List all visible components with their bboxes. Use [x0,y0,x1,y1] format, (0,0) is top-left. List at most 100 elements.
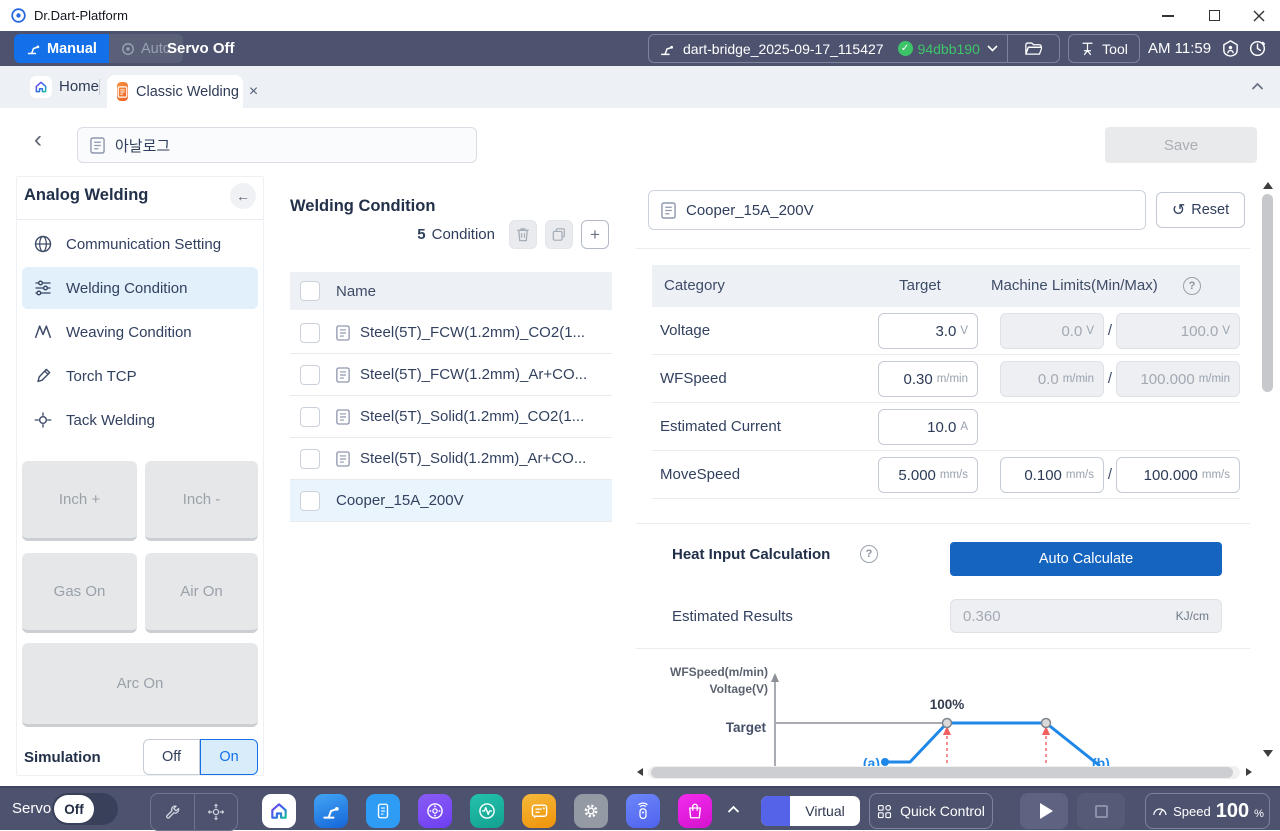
home-app-icon[interactable] [262,794,296,828]
robot-app-icon[interactable] [314,794,348,828]
close-button[interactable] [1244,0,1274,31]
arc-on-button[interactable]: Arc On [22,643,258,727]
sidebar-collapse-button[interactable]: ← [230,183,256,209]
monitoring-app-icon[interactable] [470,794,504,828]
movespeed-target-input[interactable]: 5.000 mm/s [878,457,978,493]
condition-row-selected[interactable]: Cooper_15A_200V [290,480,612,522]
wfspeed-target-input[interactable]: 0.30 m/min [878,361,978,397]
sidebar-item-torch-tcp[interactable]: Torch TCP [22,355,258,397]
remote-control-app-icon[interactable] [626,794,660,828]
collapse-tabbar-chevron-up-icon[interactable] [1251,82,1264,91]
play-button[interactable] [1020,793,1068,829]
sidebar-item-weaving-condition[interactable]: Weaving Condition [22,311,258,353]
table-row-movespeed: MoveSpeed 5.000 mm/s 0.100 mm/s / 100.000 m… [652,451,1240,499]
document-icon [336,450,350,467]
condition-name-field[interactable] [648,190,1146,230]
copy-condition-button[interactable] [545,220,573,249]
wrench-tool-button[interactable] [151,794,194,830]
movespeed-max-input[interactable]: 100.000 mm/s [1116,457,1240,493]
grid-icon [878,804,892,818]
taskbar: Servo Off Virtual [0,786,1280,831]
vertical-scrollbar-thumb[interactable] [1262,194,1273,392]
add-condition-button[interactable]: + [581,220,609,249]
condition-row[interactable]: Steel(5T)_Solid(1.2mm)_Ar+CO... [290,438,612,480]
maximize-button[interactable] [1199,0,1229,31]
tab-classic-welding[interactable]: Classic Welding × [107,75,258,108]
speed-control-button[interactable]: Speed 100 % [1145,793,1270,829]
row-checkbox[interactable] [300,322,320,343]
condition-name-input[interactable] [686,201,1145,219]
inch-minus-button[interactable]: Inch - [145,461,258,541]
tab-close-icon[interactable]: × [248,82,259,100]
sidebar-item-label: Weaving Condition [66,323,192,341]
condition-list-header: Name [290,272,612,310]
virtual-mode-toggle[interactable]: Virtual [761,796,860,826]
quick-control-button[interactable]: Quick Control [869,793,993,829]
sidebar-item-tack-welding[interactable]: Tack Welding [22,399,258,441]
project-selector[interactable]: dart-bridge_2025-09-17_115427 ✓ 94dbb190 [648,34,1060,63]
table-row-voltage: Voltage 3.0 V 0.0 V / 100.0 V [652,307,1240,355]
voltage-target-input[interactable]: 3.0 V [878,313,978,349]
dock-chevron-up-icon[interactable] [727,805,740,814]
open-folder-icon[interactable] [1025,41,1042,56]
hscroll-left-arrow[interactable] [637,768,643,776]
mode-auto-button[interactable]: Auto [108,34,183,63]
auto-calculate-button[interactable]: Auto Calculate [950,542,1222,576]
condition-row[interactable]: Steel(5T)_FCW(1.2mm)_CO2(1... [290,312,612,354]
save-button[interactable]: Save [1105,127,1257,163]
stop-button[interactable] [1077,793,1125,829]
tool-button[interactable]: Tool [1068,34,1140,63]
row-checkbox[interactable] [300,364,320,385]
move-jog-button[interactable] [195,794,238,830]
copy-icon [552,228,565,241]
heat-help-icon[interactable]: ? [860,545,878,563]
settings-app-icon[interactable] [574,794,608,828]
row-checkbox[interactable] [300,490,320,511]
program-name-input[interactable] [115,136,476,154]
minimize-button[interactable] [1153,0,1183,31]
simulation-on-button[interactable]: On [200,739,258,775]
condition-row[interactable]: Steel(5T)_Solid(1.2mm)_CO2(1... [290,396,612,438]
program-name-field[interactable] [77,127,477,163]
simulation-off-button[interactable]: Off [143,739,200,775]
movespeed-min-input[interactable]: 0.100 mm/s [1000,457,1104,493]
teach-pendant-app-icon[interactable] [366,794,400,828]
jog-pad-app-icon[interactable] [418,794,452,828]
sidebar-item-welding-condition[interactable]: Welding Condition [22,267,258,309]
limits-help-icon[interactable]: ? [1183,277,1201,295]
store-app-icon[interactable] [678,794,712,828]
row-checkbox[interactable] [300,448,320,469]
vscroll-up-arrow[interactable] [1263,182,1273,189]
category-column-header: Category [664,277,725,294]
sidebar-item-label: Torch TCP [66,367,137,385]
tab-home[interactable]: Home [59,78,100,95]
row-label: WFSpeed [660,370,727,387]
ramp-down-marker[interactable] [1040,717,1052,729]
estimated-current-input[interactable]: 10.0 A [878,409,978,445]
condition-row[interactable]: Steel(5T)_FCW(1.2mm)_Ar+CO... [290,354,612,396]
delete-condition-button[interactable] [509,220,537,249]
back-button[interactable]: ‹ [34,126,42,153]
horizontal-scrollbar-thumb[interactable] [651,767,1233,778]
servo-toggle[interactable]: Off [52,793,118,825]
check-circle-icon: ✓ [897,41,913,56]
gas-on-button[interactable]: Gas On [22,553,137,633]
tab-separator [99,79,100,95]
timer-icon[interactable] [1248,39,1267,58]
servo-toggle-knob[interactable]: Off [54,795,94,823]
inch-plus-button[interactable]: Inch + [22,461,137,541]
ramp-up-marker[interactable] [941,717,953,729]
condition-name: Steel(5T)_Solid(1.2mm)_CO2(1... [360,408,585,425]
message-log-app-icon[interactable] [522,794,556,828]
tab-strip: Home Classic Welding × [0,66,1280,108]
mode-manual-button[interactable]: Manual [14,34,109,63]
hscroll-right-arrow[interactable] [1246,768,1252,776]
air-on-button[interactable]: Air On [145,553,258,633]
sidebar-item-communication-setting[interactable]: Communication Setting [22,223,258,265]
speed-value: 100 [1215,799,1250,822]
vscroll-down-arrow[interactable] [1263,750,1273,757]
reset-button[interactable]: ↺ Reset [1156,192,1245,228]
select-all-checkbox[interactable] [300,281,320,301]
row-checkbox[interactable] [300,406,320,427]
safety-io-icon[interactable] [1221,39,1240,58]
